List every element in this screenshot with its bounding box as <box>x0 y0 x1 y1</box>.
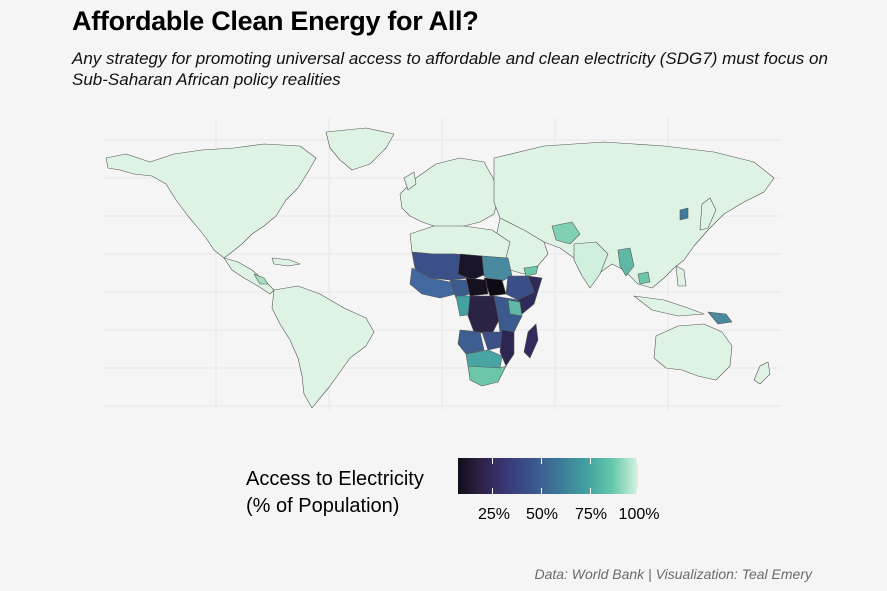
central-america-landmass <box>223 257 275 295</box>
world-map <box>104 118 780 410</box>
legend-tick-label-50: 50% <box>525 506 559 523</box>
south-africa-region <box>467 365 507 387</box>
central-african-republic-region <box>465 277 489 297</box>
myanmar-region <box>617 247 635 277</box>
legend-tick-mark <box>590 488 591 494</box>
chad-region <box>457 253 487 281</box>
yemen-region <box>523 265 539 277</box>
legend-tick-mark <box>541 458 542 464</box>
new-zealand-landmass <box>753 361 771 385</box>
legend-tick-mark <box>492 488 493 494</box>
legend-title-line2: (% of Population) <box>246 495 400 517</box>
legend-tick-label-75: 75% <box>574 506 608 523</box>
chart-subtitle: Any strategy for promoting universal acc… <box>72 49 828 89</box>
australia-landmass <box>653 323 733 381</box>
legend-tick-label-25: 25% <box>477 506 511 523</box>
legend-tick-mark <box>637 488 638 494</box>
japan-landmass <box>699 197 717 231</box>
angola-region <box>457 329 485 355</box>
legend-color-bar <box>458 458 638 494</box>
kenya-region <box>507 299 523 317</box>
legend-tick-mark <box>637 458 638 464</box>
india-region <box>573 241 609 289</box>
north-america-landmass <box>105 143 317 259</box>
legend-title: Access to Electricity (% of Population) <box>246 466 424 520</box>
legend-tick-mark <box>541 488 542 494</box>
papua-new-guinea-region <box>707 311 733 325</box>
mozambique-region <box>499 329 515 367</box>
legend-tick-label-100: 100% <box>618 506 660 523</box>
chart-title: Affordable Clean Energy for All? <box>72 6 479 36</box>
legend-tick-mark <box>590 458 591 464</box>
central-america-partial <box>253 273 269 285</box>
data-source-caption: Data: World Bank | Visualization: Teal E… <box>534 566 812 582</box>
north-korea-region <box>679 207 689 221</box>
south-america-landmass <box>271 285 375 409</box>
sudan-region <box>481 255 513 285</box>
caribbean-islands <box>271 257 301 267</box>
philippines-landmass <box>675 265 687 287</box>
legend-title-line1: Access to Electricity <box>246 468 424 490</box>
europe-landmass <box>399 157 499 229</box>
west-africa-region <box>409 267 457 299</box>
cambodia-region <box>637 271 651 285</box>
greenland-landmass <box>325 127 395 171</box>
south-asia-region <box>551 221 581 245</box>
madagascar-region <box>523 323 539 359</box>
uk-landmass <box>403 171 417 191</box>
legend-tick-mark <box>492 458 493 464</box>
indonesia-landmass <box>633 295 705 317</box>
